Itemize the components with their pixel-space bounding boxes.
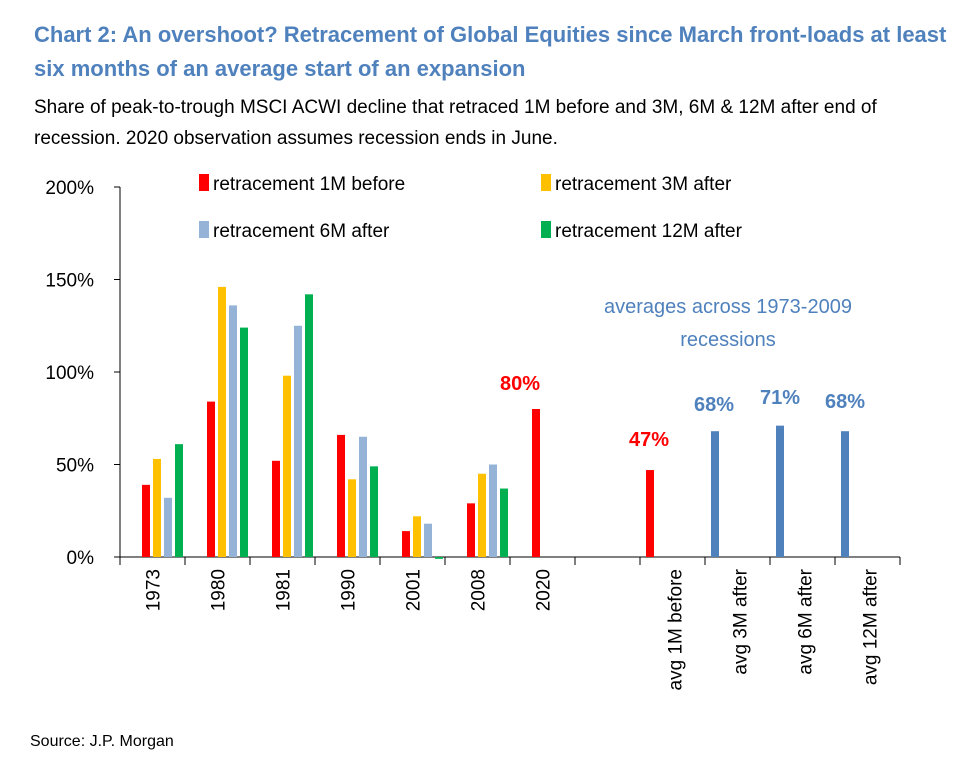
x-tick-label: 2001 <box>404 569 425 611</box>
legend-swatch <box>541 174 551 191</box>
bar-1980-retracement-1M-before <box>207 401 215 557</box>
bar-2020-retracement-1M-before <box>532 409 540 557</box>
avg-bar-avg-3M-after <box>711 431 719 557</box>
legend-swatch <box>541 221 551 238</box>
bar-1973-retracement-3M-after <box>153 458 161 557</box>
avg-bar-avg-6M-after <box>776 425 784 557</box>
x-tick-label: 2008 <box>469 569 490 611</box>
x-tick-label: avg 1M before <box>666 569 687 690</box>
bar-1981-retracement-6M-after <box>294 325 302 557</box>
bar-2001-retracement-12M-after <box>435 557 443 559</box>
chart-svg: 0% 50% 100% 150% 200% 1973 1980 1981 1990 2001 200… <box>45 174 901 690</box>
bar-1990-retracement-3M-after <box>348 479 356 557</box>
bar-2008-retracement-3M-after <box>478 473 486 557</box>
averages-note-line2: recessions <box>680 329 776 351</box>
bar-1980-retracement-3M-after <box>218 286 226 557</box>
bar-2008-retracement-6M-after <box>489 464 497 557</box>
y-tick-label: 100% <box>45 363 94 384</box>
bar-1981-retracement-1M-before <box>272 460 280 557</box>
source-note: Source: J.P. Morgan <box>30 733 174 750</box>
x-tick-label: avg 6M after <box>796 568 817 674</box>
legend-swatch <box>199 221 209 238</box>
data-label: 68% <box>825 391 865 413</box>
bar-1973-retracement-12M-after <box>175 444 183 557</box>
bar-1973-retracement-1M-before <box>142 484 150 557</box>
bar-1973-retracement-6M-after <box>164 497 172 557</box>
legend-swatch <box>199 174 209 191</box>
bar-1981-retracement-12M-after <box>305 294 313 557</box>
x-tick-label: avg 3M after <box>731 568 752 674</box>
avg-bar-avg-12M-after <box>841 431 849 557</box>
bar-1990-retracement-12M-after <box>370 466 378 557</box>
legend-label: retracement 1M before <box>213 174 405 195</box>
data-label: 47% <box>629 429 669 451</box>
chart-bars <box>142 286 849 559</box>
bar-2001-retracement-3M-after <box>413 516 421 557</box>
data-label: 71% <box>760 387 800 409</box>
x-tick-label: 2020 <box>534 569 555 611</box>
bar-1980-retracement-6M-after <box>229 305 237 557</box>
bar-1980-retracement-12M-after <box>240 327 248 557</box>
y-tick-label: 200% <box>45 178 94 199</box>
chart-labels: averages across 1973-2009 recessions 80% 47… <box>500 296 865 451</box>
chart-title: Chart 2: An overshoot? Retracement of Gl… <box>34 22 947 81</box>
legend-label: retracement 6M after <box>213 221 390 242</box>
chart-subtitle: Share of peak-to-trough MSCI ACWI declin… <box>34 97 877 149</box>
chart-legend: retracement 1M before retracement 3M afte… <box>199 174 743 242</box>
legend-label: retracement 12M after <box>555 221 743 242</box>
y-tick-label: 150% <box>45 271 94 292</box>
x-tick-label: 1990 <box>339 569 360 611</box>
x-tick-label: 1981 <box>274 569 295 611</box>
y-tick-label: 0% <box>67 548 95 569</box>
averages-note-line1: averages across 1973-2009 <box>604 296 852 318</box>
x-tick-label: 1980 <box>209 569 230 611</box>
bar-1981-retracement-3M-after <box>283 375 291 557</box>
bar-2001-retracement-6M-after <box>424 523 432 557</box>
bar-2001-retracement-1M-before <box>402 531 410 557</box>
data-label: 80% <box>500 373 540 395</box>
chart-axes: 0% 50% 100% 150% 200% 1973 1980 1981 1990 2001 200… <box>45 178 901 690</box>
legend-label: retracement 3M after <box>555 174 732 195</box>
avg-bar-avg-1M-before <box>646 470 654 557</box>
x-tick-label: 1973 <box>144 569 165 611</box>
bar-2008-retracement-12M-after <box>500 488 508 557</box>
bar-1990-retracement-1M-before <box>337 434 345 557</box>
bar-1990-retracement-6M-after <box>359 436 367 557</box>
x-tick-label: avg 12M after <box>861 568 882 685</box>
y-tick-label: 50% <box>56 456 94 477</box>
data-label: 68% <box>694 394 734 416</box>
bar-2008-retracement-1M-before <box>467 503 475 557</box>
